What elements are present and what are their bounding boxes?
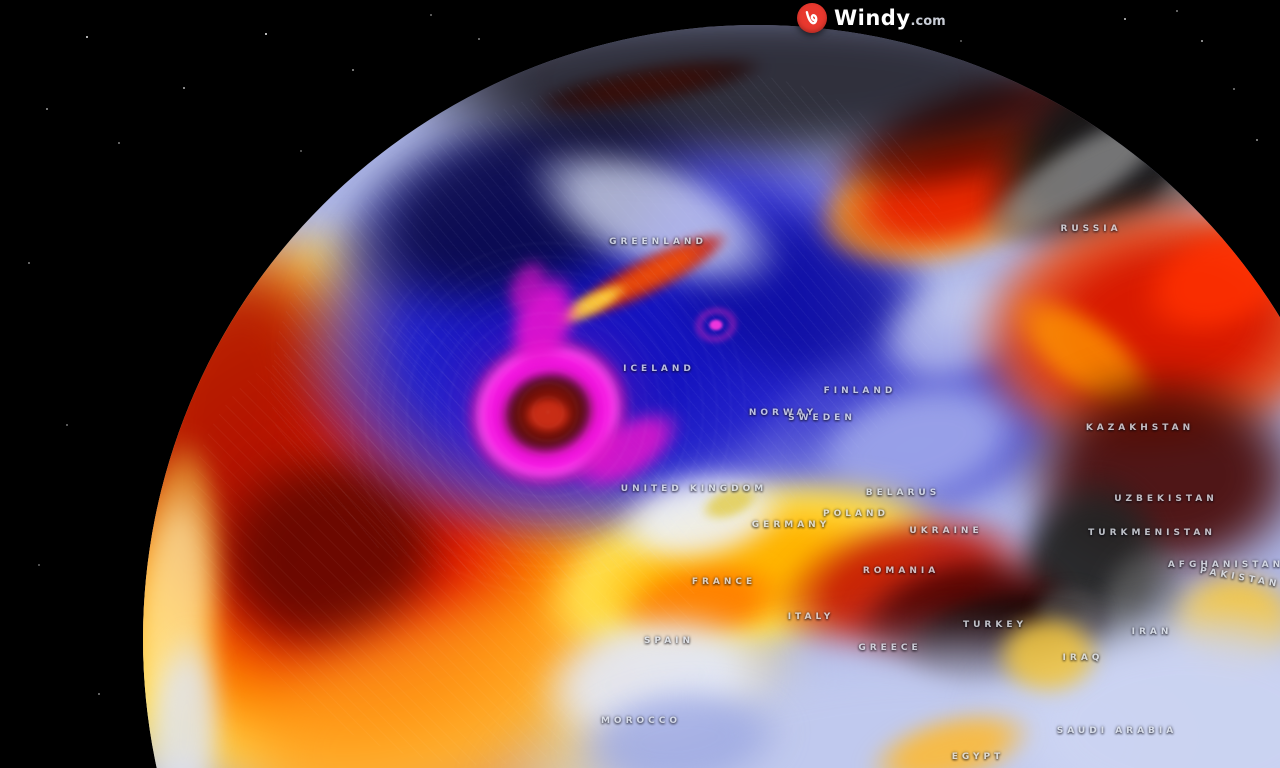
globe-temperature-anomaly-map[interactable] [143, 25, 1280, 768]
windy-swirl-icon [797, 3, 827, 33]
brand-suffix: .com [910, 14, 946, 29]
brand-text: Windy [834, 6, 911, 30]
anomaly-field-blob [143, 25, 1280, 768]
windy-logo[interactable]: Windy .com [797, 3, 946, 33]
windy-wordmark: Windy .com [834, 6, 946, 30]
star-field [0, 0, 2, 2]
